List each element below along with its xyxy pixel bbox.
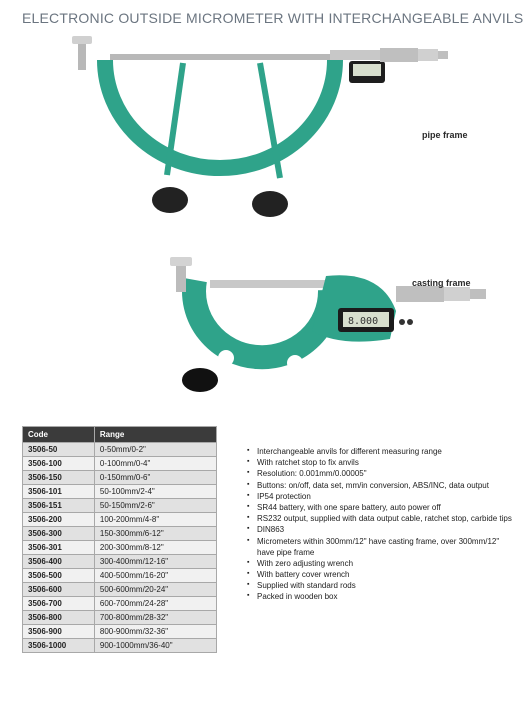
table-row: 3506-700600-700mm/24-28" <box>23 597 217 611</box>
cell-range: 500-600mm/20-24" <box>94 583 216 597</box>
feature-list: Interchangeable anvils for different mea… <box>217 426 512 653</box>
table-row: 3506-400300-400mm/12-16" <box>23 555 217 569</box>
feature-item: Interchangeable anvils for different mea… <box>247 446 512 457</box>
table-row: 3506-200100-200mm/4-8" <box>23 513 217 527</box>
table-row: 3506-800700-800mm/28-32" <box>23 611 217 625</box>
cell-code: 3506-900 <box>23 625 95 639</box>
cell-code: 3506-500 <box>23 569 95 583</box>
feature-item: Resolution: 0.001mm/0.00005" <box>247 468 512 479</box>
cell-range: 600-700mm/24-28" <box>94 597 216 611</box>
cell-range: 150-300mm/6-12" <box>94 527 216 541</box>
cell-code: 3506-1000 <box>23 639 95 653</box>
cell-range: 200-300mm/8-12" <box>94 541 216 555</box>
cell-code: 3506-600 <box>23 583 95 597</box>
feature-item: Buttons: on/off, data set, mm/in convers… <box>247 480 512 491</box>
feature-item: SR44 battery, with one spare battery, au… <box>247 502 512 513</box>
cell-range: 0-150mm/0-6" <box>94 471 216 485</box>
table-row: 3506-900800-900mm/32-36" <box>23 625 217 639</box>
col-code: Code <box>23 427 95 443</box>
cell-code: 3506-301 <box>23 541 95 555</box>
pipe-frame-label: pipe frame <box>422 130 468 140</box>
table-row: 3506-500400-500mm/16-20" <box>23 569 217 583</box>
pipe-frame-illustration <box>55 30 465 260</box>
col-range: Range <box>94 427 216 443</box>
figure-area: pipe frame 8.000 casting frame <box>0 30 524 420</box>
cell-range: 50-150mm/2-6" <box>94 499 216 513</box>
cell-range: 0-50mm/0-2" <box>94 443 216 457</box>
feature-item: Micrometers within 300mm/12" have castin… <box>247 536 512 558</box>
feature-item: IP54 protection <box>247 491 512 502</box>
cell-code: 3506-800 <box>23 611 95 625</box>
table-row: 3506-301200-300mm/8-12" <box>23 541 217 555</box>
table-row: 3506-1000900-1000mm/36-40" <box>23 639 217 653</box>
table-row: 3506-1500-150mm/0-6" <box>23 471 217 485</box>
cell-range: 300-400mm/12-16" <box>94 555 216 569</box>
cell-code: 3506-400 <box>23 555 95 569</box>
table-row: 3506-15150-150mm/2-6" <box>23 499 217 513</box>
table-row: 3506-500-50mm/0-2" <box>23 443 217 457</box>
feature-item: With zero adjusting wrench <box>247 558 512 569</box>
table-row: 3506-600500-600mm/20-24" <box>23 583 217 597</box>
casting-frame-illustration: 8.000 <box>140 250 500 420</box>
table-row: 3506-300150-300mm/6-12" <box>23 527 217 541</box>
cell-code: 3506-151 <box>23 499 95 513</box>
cell-range: 900-1000mm/36-40" <box>94 639 216 653</box>
cell-range: 700-800mm/28-32" <box>94 611 216 625</box>
cell-code: 3506-100 <box>23 457 95 471</box>
feature-item: Supplied with standard rods <box>247 580 512 591</box>
page-title: ELECTRONIC OUTSIDE MICROMETER WITH INTER… <box>0 0 524 30</box>
feature-item: Packed in wooden box <box>247 591 512 602</box>
cell-code: 3506-101 <box>23 485 95 499</box>
casting-frame-label: casting frame <box>412 278 471 288</box>
table-row: 3506-1000-100mm/0-4" <box>23 457 217 471</box>
cell-code: 3506-700 <box>23 597 95 611</box>
cell-range: 400-500mm/16-20" <box>94 569 216 583</box>
cell-range: 50-100mm/2-4" <box>94 485 216 499</box>
cell-code: 3506-200 <box>23 513 95 527</box>
cell-range: 0-100mm/0-4" <box>94 457 216 471</box>
lower-section: Code Range 3506-500-50mm/0-2"3506-1000-1… <box>0 420 524 653</box>
cell-range: 100-200mm/4-8" <box>94 513 216 527</box>
cell-range: 800-900mm/32-36" <box>94 625 216 639</box>
feature-item: With ratchet stop to fix anvils <box>247 457 512 468</box>
feature-item: DIN863 <box>247 524 512 535</box>
feature-item: RS232 output, supplied with data output … <box>247 513 512 524</box>
cell-code: 3506-50 <box>23 443 95 457</box>
cell-code: 3506-300 <box>23 527 95 541</box>
spec-table: Code Range 3506-500-50mm/0-2"3506-1000-1… <box>22 426 217 653</box>
svg-text:8.000: 8.000 <box>348 316 378 327</box>
cell-code: 3506-150 <box>23 471 95 485</box>
table-row: 3506-10150-100mm/2-4" <box>23 485 217 499</box>
feature-item: With battery cover wrench <box>247 569 512 580</box>
